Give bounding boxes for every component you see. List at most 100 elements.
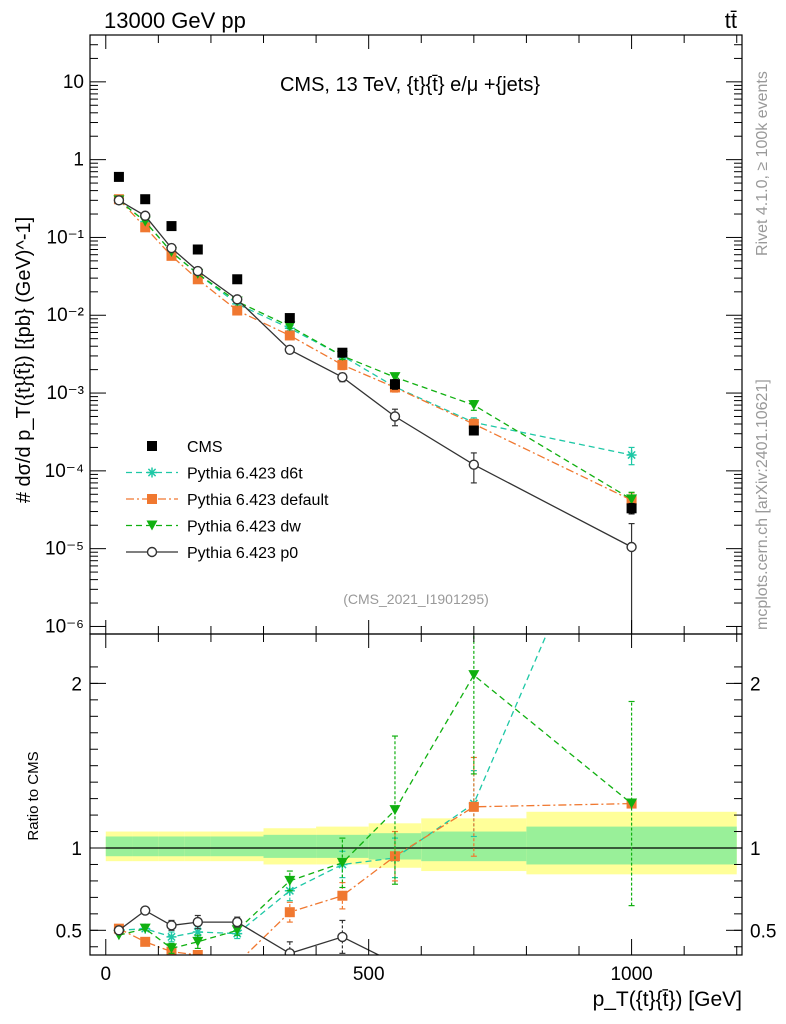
- line-dw: [118, 199, 632, 500]
- ratio-point-dw: [626, 798, 638, 809]
- ratio-line-p0: [118, 909, 381, 955]
- ratio-point-dw: [284, 875, 296, 886]
- point-CMS: [626, 503, 637, 514]
- ratio-point-p0: [469, 959, 478, 968]
- point-p0: [468, 459, 480, 470]
- point-default: [284, 330, 295, 341]
- ratio-ytick-label-right: 0.5: [750, 921, 776, 942]
- point-p0: [284, 344, 296, 355]
- legend-label: Pythia 6.423 default: [187, 492, 329, 509]
- line-p0: [118, 199, 632, 548]
- ratio-point-default: [192, 950, 203, 955]
- ratio-point-d6t: [166, 931, 177, 942]
- legend-item-d6t: Pythia 6.423 d6t: [126, 466, 303, 483]
- ratio-point-p0: [140, 905, 151, 916]
- point-CMS: [113, 171, 124, 182]
- main-ylabel: # dσ/d p_T({t}{t̄}) [{pb} (GeV)^-1]: [13, 217, 35, 503]
- ratio-ytick-label-right: 1: [750, 839, 761, 860]
- ratio-series-dw: [113, 634, 638, 954]
- point-p0: [192, 265, 203, 277]
- point-CMS: [192, 244, 203, 255]
- legend-item-dw: Pythia 6.423 dw: [126, 519, 301, 536]
- ratio-point-default: [140, 936, 151, 947]
- ratio-point-p0: [390, 959, 399, 968]
- legend-label: Pythia 6.423 dw: [187, 519, 301, 536]
- uncertainty-band-inner: [263, 834, 317, 858]
- series-dw: [113, 195, 638, 509]
- watermark: (CMS_2021_I1901295): [343, 591, 489, 607]
- point-p0: [626, 541, 637, 553]
- point-CMS: [166, 221, 177, 232]
- ratio-point-p0: [113, 925, 125, 936]
- xtick-label: 1000: [610, 964, 652, 985]
- uncertainty-band-inner: [210, 836, 264, 857]
- point-dw: [626, 494, 638, 505]
- ratio-line-d6t: [118, 634, 548, 938]
- legend-marker-d6t: [147, 467, 157, 478]
- ratio-plot-panel: 0.5 0.5 1 1 2 2 0 500 1000: [56, 431, 776, 985]
- ratio-point-p0: [284, 948, 296, 955]
- mcplots-label: mcplots.cern.ch [arXiv:2401.10621]: [754, 379, 771, 630]
- ratio-point-dw: [336, 857, 348, 868]
- rivet-label: Rivet 4.1.0, ≥ 100k events: [754, 71, 771, 256]
- point-CMS: [337, 347, 348, 358]
- ratio-ytick-label-right: 2: [750, 674, 761, 695]
- ratio-point-p0: [166, 920, 177, 931]
- point-p0: [140, 210, 151, 221]
- ytick-label: 10⁻¹: [47, 227, 85, 248]
- legend-item-default: Pythia 6.423 default: [126, 492, 329, 509]
- ratio-ytick-label: 0.5: [56, 921, 82, 942]
- ratio-point-dw: [389, 805, 401, 816]
- ratio-point-p0: [337, 931, 348, 943]
- xtick-label: 500: [353, 964, 385, 985]
- ratio-point-default: [232, 958, 242, 968]
- uncertainty-band-inner: [105, 836, 133, 857]
- ratio-point-d6t: [627, 431, 637, 441]
- header-left: 13000 GeV pp: [104, 8, 246, 33]
- point-p0: [337, 371, 348, 383]
- point-default: [468, 419, 479, 430]
- ratio-ylabel: Ratio to CMS: [25, 751, 42, 840]
- legend-item-p0: Pythia 6.423 p0: [126, 545, 298, 562]
- series-p0: [113, 195, 637, 634]
- ytick-label: 10⁻²: [47, 305, 85, 326]
- legend-marker-CMS: [147, 441, 157, 451]
- series-default: [113, 194, 637, 510]
- point-default: [337, 359, 348, 370]
- ratio-point-p0: [192, 916, 203, 928]
- ratio-point-dw: [192, 936, 204, 947]
- ratio-point-dw: [231, 925, 243, 936]
- ratio-frame: [89, 633, 743, 956]
- point-CMS: [232, 274, 243, 285]
- uncertainty-band-inner: [132, 836, 159, 857]
- point-p0: [166, 242, 177, 254]
- legend-marker-default: [147, 494, 157, 504]
- main-title: CMS, 13 TeV, {t}{t̄} e/μ +{jets}: [280, 74, 540, 96]
- ytick-label: 10⁻⁵: [45, 539, 84, 560]
- ytick-label: 10⁻³: [47, 383, 85, 404]
- ratio-ytick-label: 1: [71, 839, 82, 860]
- uncertainty-band-inner: [184, 836, 211, 857]
- point-default: [232, 305, 243, 316]
- ratio-ytick-label: 2: [71, 674, 82, 695]
- legend-marker-p0: [146, 546, 158, 558]
- ytick-label: 10: [63, 72, 84, 93]
- ratio-point-dw: [139, 923, 151, 934]
- main-plot-panel: CMS, 13 TeV, {t}{t̄} e/μ +{jets} (CMS_20…: [45, 34, 743, 637]
- legend: CMS Pythia 6.423 d6t Pythia 6.423 default P…: [126, 439, 329, 562]
- ytick-label: 10⁻⁴: [45, 461, 84, 482]
- legend-label: CMS: [187, 439, 223, 456]
- point-dw: [468, 400, 480, 411]
- ratio-point-default: [468, 801, 479, 812]
- legend-item-CMS: CMS: [147, 439, 223, 456]
- ytick-label: 10⁻⁶: [45, 616, 84, 637]
- line-d6t: [118, 199, 632, 456]
- point-CMS: [389, 379, 400, 390]
- ratio-point-default: [337, 890, 348, 901]
- legend-label: Pythia 6.423 d6t: [187, 466, 303, 483]
- ytick-label: 1: [73, 150, 84, 171]
- series-CMS: [113, 171, 637, 515]
- ratio-line-dw: [118, 674, 633, 950]
- ratio-xlabel: p_T({t}{t̄}) [GeV]: [593, 988, 742, 1011]
- xtick-label: 0: [100, 964, 111, 985]
